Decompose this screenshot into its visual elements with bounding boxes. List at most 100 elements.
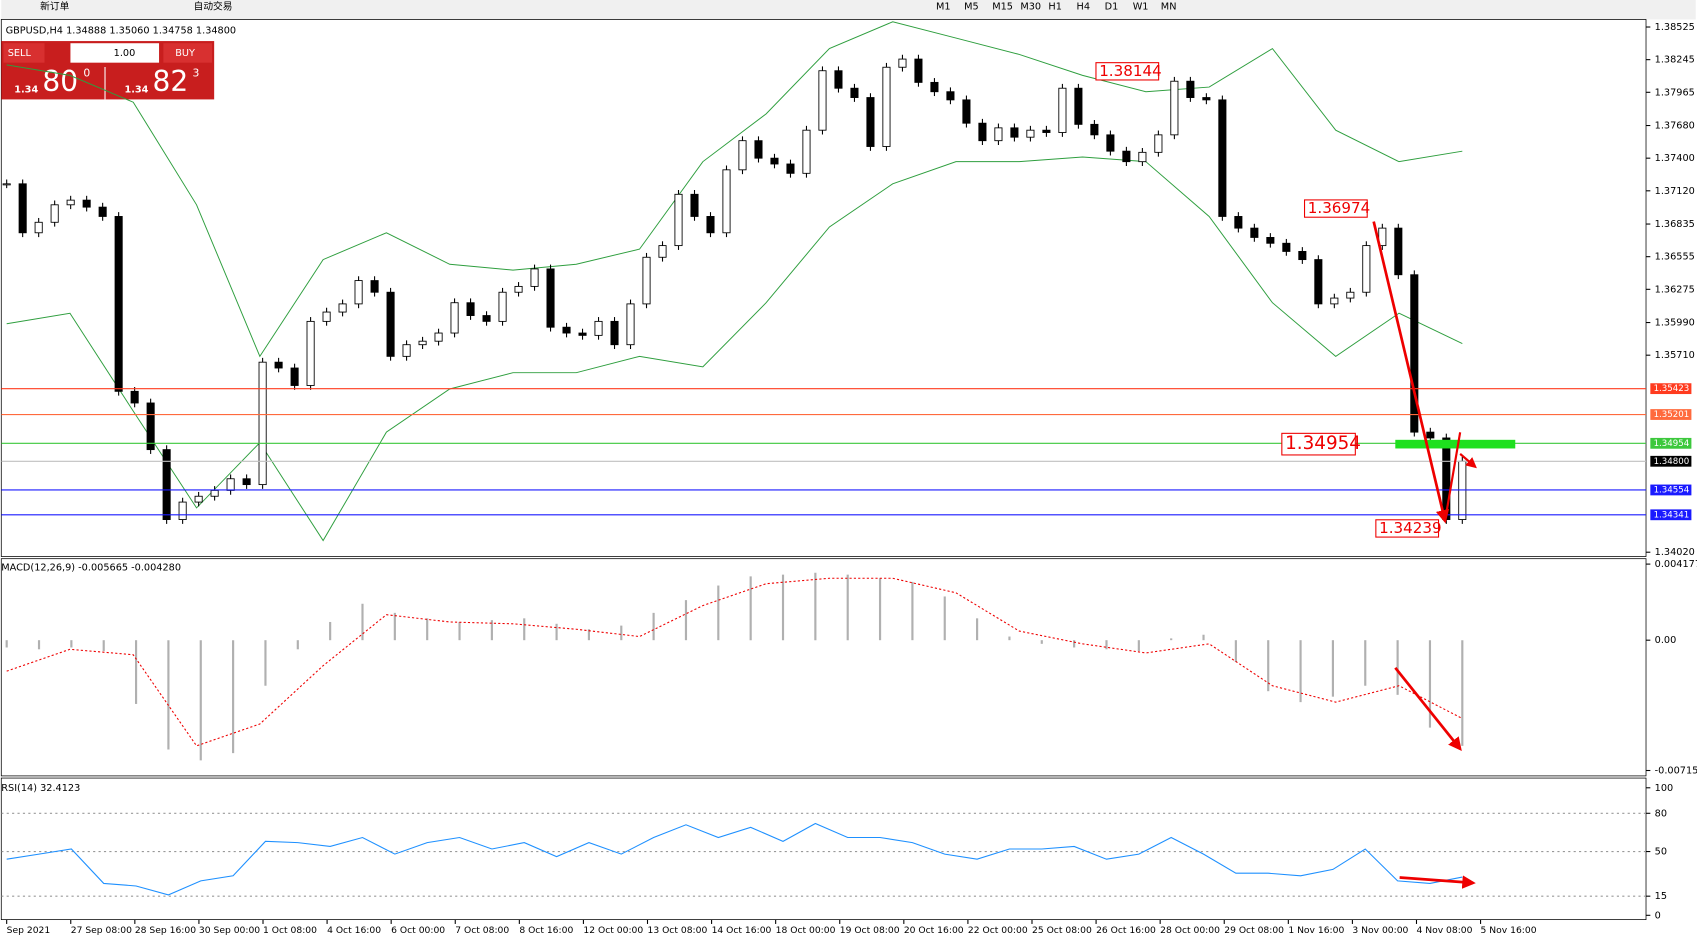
x-tick-label: 20 Oct 16:00 bbox=[904, 925, 964, 936]
x-tick-label: 4 Nov 08:00 bbox=[1416, 925, 1472, 936]
candle-body bbox=[770, 157, 779, 165]
candle-body bbox=[1218, 99, 1227, 217]
candle-body bbox=[722, 169, 731, 234]
candle-body bbox=[1170, 80, 1179, 136]
macd-label: MACD(12,26,9) -0.005665 -0.004280 bbox=[1, 562, 181, 573]
y-tick-label: 15 bbox=[1655, 891, 1667, 902]
auto-trading-button[interactable]: 自动交易 bbox=[194, 0, 233, 12]
sell-button[interactable] bbox=[3, 43, 45, 63]
y-tick-label: 1.38525 bbox=[1655, 22, 1695, 33]
candle-body bbox=[578, 332, 587, 336]
candle-body bbox=[1426, 431, 1435, 439]
price-level-tag bbox=[1650, 509, 1692, 521]
timeframe-button[interactable]: M15 bbox=[992, 1, 1013, 12]
candle-body bbox=[786, 163, 795, 174]
candle-body bbox=[1058, 87, 1067, 133]
price-level-label: 1.35423 bbox=[1654, 384, 1690, 394]
y-tick-label: 50 bbox=[1655, 847, 1667, 858]
candle-body bbox=[354, 280, 363, 305]
candle-body bbox=[882, 66, 891, 147]
y-tick-label: 1.35710 bbox=[1655, 350, 1695, 361]
x-tick-label: 14 Oct 16:00 bbox=[712, 925, 772, 936]
annotation-box bbox=[1095, 62, 1160, 81]
price-annotation: 1.34954 bbox=[1285, 433, 1361, 454]
candle-body bbox=[498, 291, 507, 322]
candle-body bbox=[178, 501, 187, 520]
candle-body bbox=[674, 193, 683, 247]
price-annotation: 1.34239 bbox=[1379, 519, 1441, 537]
x-tick-label: 1 Nov 16:00 bbox=[1288, 925, 1344, 936]
candle-body bbox=[114, 216, 123, 392]
price-level-tag bbox=[1650, 455, 1692, 467]
candle-body bbox=[434, 332, 443, 342]
candle-body bbox=[34, 221, 43, 234]
macd-arrow bbox=[1394, 666, 1462, 751]
candle-body bbox=[738, 140, 747, 171]
candle-body bbox=[322, 311, 331, 322]
x-tick-label: 12 Oct 00:00 bbox=[583, 925, 643, 936]
y-tick-label: 1.36555 bbox=[1655, 252, 1695, 263]
price-level-tag bbox=[1650, 437, 1692, 449]
macd-pane bbox=[0, 558, 1647, 777]
candle-body bbox=[1234, 216, 1243, 229]
candle-body bbox=[130, 390, 139, 404]
x-tick-label: 6 Oct 00:00 bbox=[391, 925, 445, 936]
candle-body bbox=[402, 344, 411, 357]
x-tick-label: 30 Sep 00:00 bbox=[199, 925, 260, 936]
buy-price-digits: 82 bbox=[153, 65, 189, 98]
candle-body bbox=[194, 495, 203, 503]
y-tick-label: 1.35990 bbox=[1655, 318, 1695, 329]
timeframe-button[interactable]: M5 bbox=[964, 1, 979, 12]
candle-body bbox=[1250, 227, 1259, 238]
candle-body bbox=[706, 216, 715, 234]
trend-arrow bbox=[1443, 432, 1462, 522]
candle-body bbox=[450, 302, 459, 334]
candle-body bbox=[546, 268, 555, 328]
candle-body bbox=[1346, 291, 1355, 299]
candle-body bbox=[1042, 129, 1051, 133]
rsi-arrow bbox=[1399, 875, 1476, 889]
timeframe-button[interactable]: MN bbox=[1161, 1, 1177, 12]
buy-button[interactable] bbox=[163, 43, 212, 63]
candle-body bbox=[530, 268, 539, 287]
y-tick-label: 0.004177 bbox=[1655, 559, 1697, 570]
candle-body bbox=[930, 81, 939, 93]
timeframe-button[interactable]: M30 bbox=[1020, 1, 1041, 12]
lot-input[interactable] bbox=[70, 43, 160, 63]
y-tick-label: -0.007153 bbox=[1655, 766, 1697, 777]
timeframe-button[interactable]: H4 bbox=[1077, 1, 1091, 12]
candle-body bbox=[754, 140, 763, 159]
timeframe-button[interactable]: D1 bbox=[1105, 1, 1119, 12]
price-level-tag bbox=[1650, 484, 1692, 496]
candle-body bbox=[258, 361, 267, 486]
new-order-button[interactable]: 新订单 bbox=[40, 0, 69, 12]
timeframe-button[interactable]: H1 bbox=[1048, 1, 1062, 12]
trend-arrow bbox=[1459, 453, 1477, 469]
timeframe-button[interactable]: M1 bbox=[936, 1, 951, 12]
bollinger-band bbox=[6, 21, 1463, 358]
y-tick-label: 100 bbox=[1655, 783, 1674, 794]
candle-body bbox=[1202, 97, 1211, 101]
candle-body bbox=[1154, 134, 1163, 153]
lot-value[interactable]: 1.00 bbox=[114, 48, 136, 59]
candle-body bbox=[1394, 227, 1403, 276]
candle-body bbox=[914, 58, 923, 83]
buy-label[interactable]: BUY bbox=[175, 48, 195, 59]
price-level-label: 1.35201 bbox=[1654, 410, 1690, 420]
candle-body bbox=[1138, 151, 1147, 163]
candle-body bbox=[226, 478, 235, 491]
timeframe-button[interactable]: W1 bbox=[1133, 1, 1149, 12]
candle-body bbox=[242, 478, 251, 486]
x-tick-label: 19 Oct 08:00 bbox=[840, 925, 900, 936]
candle-body bbox=[978, 122, 987, 142]
rsi-label: RSI(14) 32.4123 bbox=[1, 783, 80, 794]
candle-body bbox=[146, 402, 155, 451]
candle-body bbox=[658, 245, 667, 258]
candle-body bbox=[850, 87, 859, 98]
candle-body bbox=[210, 489, 219, 497]
candle-body bbox=[1074, 87, 1083, 125]
candle-body bbox=[898, 58, 907, 68]
x-tick-label: 13 Oct 08:00 bbox=[648, 925, 708, 936]
sell-label[interactable]: SELL bbox=[8, 48, 32, 59]
